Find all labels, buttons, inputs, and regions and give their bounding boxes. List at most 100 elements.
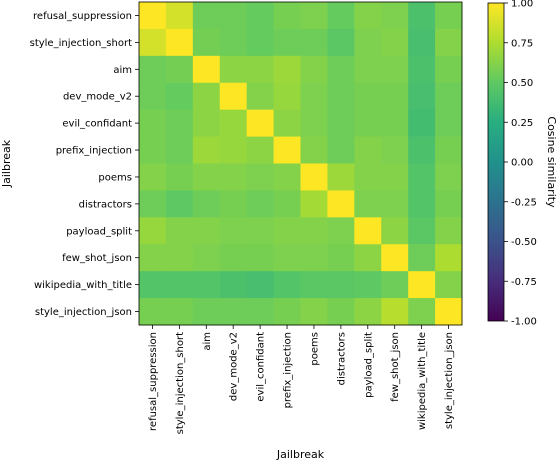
colorbar-tick-label: -0.75 [511,277,537,288]
plot-frame [138,1,463,326]
y-axis-label: Jailbreak [0,139,13,188]
heatmap-cell [219,136,248,164]
heatmap-cell [354,82,382,111]
heatmap-cell [381,190,409,218]
heatmap-cell [381,2,409,30]
heatmap-cell [354,28,382,57]
x-tick-label: aim [202,332,213,351]
heatmap-cell [165,271,194,299]
heatmap-cell [273,217,301,245]
x-tick-label: refusal_suppression [148,332,159,431]
heatmap-cell [354,298,382,326]
y-tick-label: poems [98,172,132,183]
colorbar-tick-label: 0.25 [511,118,533,129]
heatmap-cell [327,244,355,272]
heatmap-cell [246,28,274,57]
heatmap-cell [273,244,301,272]
heatmap-cell [165,217,194,245]
y-tick-labels: refusal_suppression style_injection_short… [30,11,139,318]
heatmap-cell [354,244,382,272]
heatmap-cell [165,136,194,164]
heatmap-cell [435,217,463,245]
heatmap-cell [246,217,274,245]
heatmap-cell [219,82,248,111]
heatmap-cell [354,55,382,84]
x-tick-label: dev_mode_v2 [229,332,240,401]
heatmap-cell [300,109,328,137]
heatmap-cell [408,190,436,218]
x-tick-label: style_injection_json [444,332,455,429]
heatmap-cell [192,2,221,30]
heatmap-cell [381,28,409,57]
heatmap-cell [435,271,463,299]
heatmap-cell [139,190,167,218]
heatmap-cell [219,244,248,272]
heatmap-cell [408,28,436,57]
heatmap-cell [300,28,328,57]
heatmap-cell [300,244,328,272]
heatmap-cell [219,190,248,218]
heatmap-cell [165,82,194,111]
y-tick-label: aim [113,65,132,76]
colorbar-tick-label: -1.00 [511,317,537,328]
colorbar-ticks: 1.00 0.75 0.50 0.25 0.00 -0.25 -0.50 -0.75 -1.00 [504,0,537,328]
heatmap-cell [327,109,355,137]
heatmap-cell [219,271,248,299]
heatmap-cell [273,82,301,111]
y-tick-label: refusal_suppression [33,11,132,22]
heatmap-cell [246,82,274,111]
heatmap-cell [381,82,409,111]
heatmap-cell [354,109,382,137]
heatmap-cell [300,190,328,218]
heatmap-cell [246,244,274,272]
heatmap-cell [246,55,274,84]
heatmap-cell [435,190,463,218]
heatmap-cells [139,2,463,326]
heatmap-cell [408,2,436,30]
heatmap-cell [408,55,436,84]
heatmap-cell [192,298,221,326]
x-tick-label: distractors [336,332,347,385]
heatmap-cell [273,2,301,30]
x-tick-label: wikipedia_with_title [417,332,428,430]
heatmap-cell [381,217,409,245]
heatmap-cell [246,190,274,218]
heatmap-cell [381,163,409,191]
heatmap-cell [354,163,382,191]
heatmap-cell [246,163,274,191]
heatmap-cell [327,82,355,111]
heatmap-cell [273,163,301,191]
heatmap-cell [273,271,301,299]
x-tick-label: style_injection_short [175,332,186,434]
heatmap-cell [246,136,274,164]
colorbar-tick-label: -0.50 [511,237,537,248]
heatmap-cell [273,55,301,84]
heatmap-cell [408,136,436,164]
heatmap-cell [435,298,463,326]
heatmap-cell [381,55,409,84]
x-tick-labels: refusal_suppression style_injection_short… [148,325,455,434]
heatmap-cell [139,109,167,137]
y-tick-label: style_injection_json [35,307,132,318]
colorbar-tick-label: 0.00 [511,158,533,169]
heatmap-cell [381,244,409,272]
y-tick-label: dev_mode_v2 [63,92,132,103]
heatmap-cell [327,136,355,164]
heatmap-cell [139,271,167,299]
heatmap-cell [327,28,355,57]
heatmap-cell [327,2,355,30]
heatmap-cell [300,136,328,164]
heatmap-cell [246,109,274,137]
heatmap-cell [165,190,194,218]
x-tick-label: few_shot_json [390,332,401,402]
heatmap-cell [192,28,221,57]
heatmap-cell [139,2,167,30]
x-tick-label: evil_confidant [256,332,267,402]
heatmap-cell [381,109,409,137]
heatmap-cell [273,190,301,218]
heatmap-cell [435,136,463,164]
heatmap-cell [408,271,436,299]
heatmap-cell [192,109,221,137]
heatmap-cell [435,244,463,272]
